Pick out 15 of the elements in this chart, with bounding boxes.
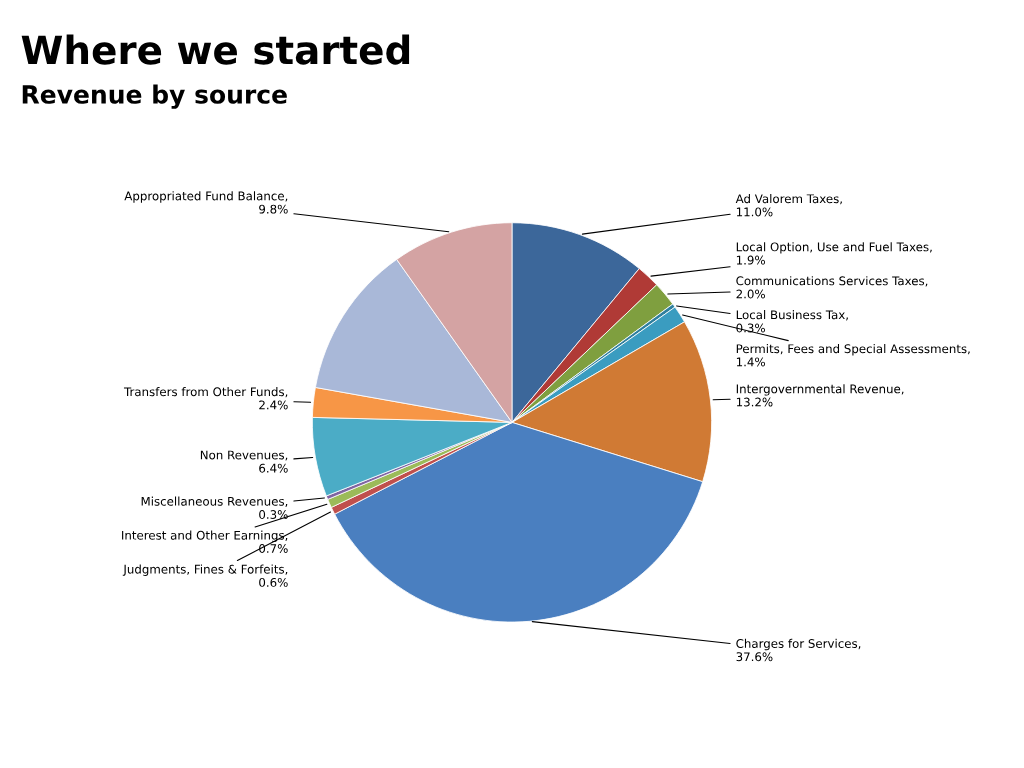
slice-label: Permits, Fees and Special Assessments, 1.4%	[736, 344, 970, 367]
slice-label: Transfers from Other Funds, 2.4%	[123, 387, 288, 410]
chart-subtitle: Revenue by source	[22, 84, 287, 109]
chart-title: Where we started	[21, 34, 410, 65]
slice-label: Non Revenues, 6.4%	[200, 450, 288, 473]
slice-label: Interest and Other Earnings, 0.7%	[122, 530, 288, 553]
slice-label: Communications Services Taxes, 2.0%	[736, 276, 928, 299]
slice-label: Ad Valorem Taxes, 11.0%	[735, 194, 842, 217]
slice-label: Local Business Tax, 0.3%	[736, 310, 848, 333]
slice-label: Intergovernmental Revenue, 13.2%	[736, 384, 904, 407]
slice-label: Judgments, Fines & Forfeits, 0.6%	[122, 564, 288, 587]
slice-label: Appropriated Fund Balance, 9.8%	[124, 191, 288, 214]
slice-label: Charges for Services, 37.6%	[736, 638, 861, 662]
slice-label: Local Option, Use and Fuel Taxes, 1.9%	[736, 242, 932, 265]
slice-label: Miscellaneous Revenues, 0.3%	[141, 496, 288, 519]
